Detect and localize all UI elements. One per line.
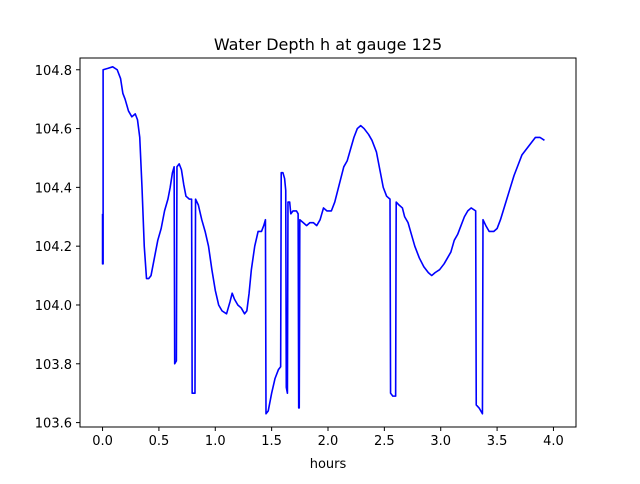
x-tick-label: 4.0 — [543, 434, 564, 449]
y-tick-label: 104.8 — [35, 64, 72, 79]
y-tick-label: 104.2 — [35, 240, 72, 255]
plot-area-frame — [79, 57, 577, 428]
x-tick-label: 2.0 — [318, 434, 339, 449]
x-tick-label: 0.5 — [149, 434, 170, 449]
y-tick-label: 104.6 — [35, 123, 72, 138]
y-tick-label: 104.0 — [35, 299, 72, 314]
y-tick-label: 103.6 — [35, 417, 72, 432]
x-tick-label: 3.0 — [430, 434, 451, 449]
y-tick-label: 104.4 — [35, 181, 72, 196]
x-axis-ticks: 0.0 0.5 1.0 1.5 2.0 2.5 3.0 3.5 4.0 — [92, 427, 564, 449]
chart-title: Water Depth h at gauge 125 — [214, 35, 442, 54]
x-tick-label: 3.5 — [487, 434, 508, 449]
x-tick-label: 0.0 — [92, 434, 113, 449]
y-axis-ticks: 103.6 103.8 104.0 104.2 104.4 104.6 104.8 — [35, 64, 80, 432]
series-line — [101, 66, 545, 415]
x-tick-label: 1.5 — [261, 434, 282, 449]
x-tick-label: 2.5 — [374, 434, 395, 449]
x-axis-label: hours — [310, 457, 347, 472]
y-tick-label: 103.8 — [35, 358, 72, 373]
x-tick-label: 1.0 — [205, 434, 226, 449]
series-layer — [101, 66, 545, 415]
